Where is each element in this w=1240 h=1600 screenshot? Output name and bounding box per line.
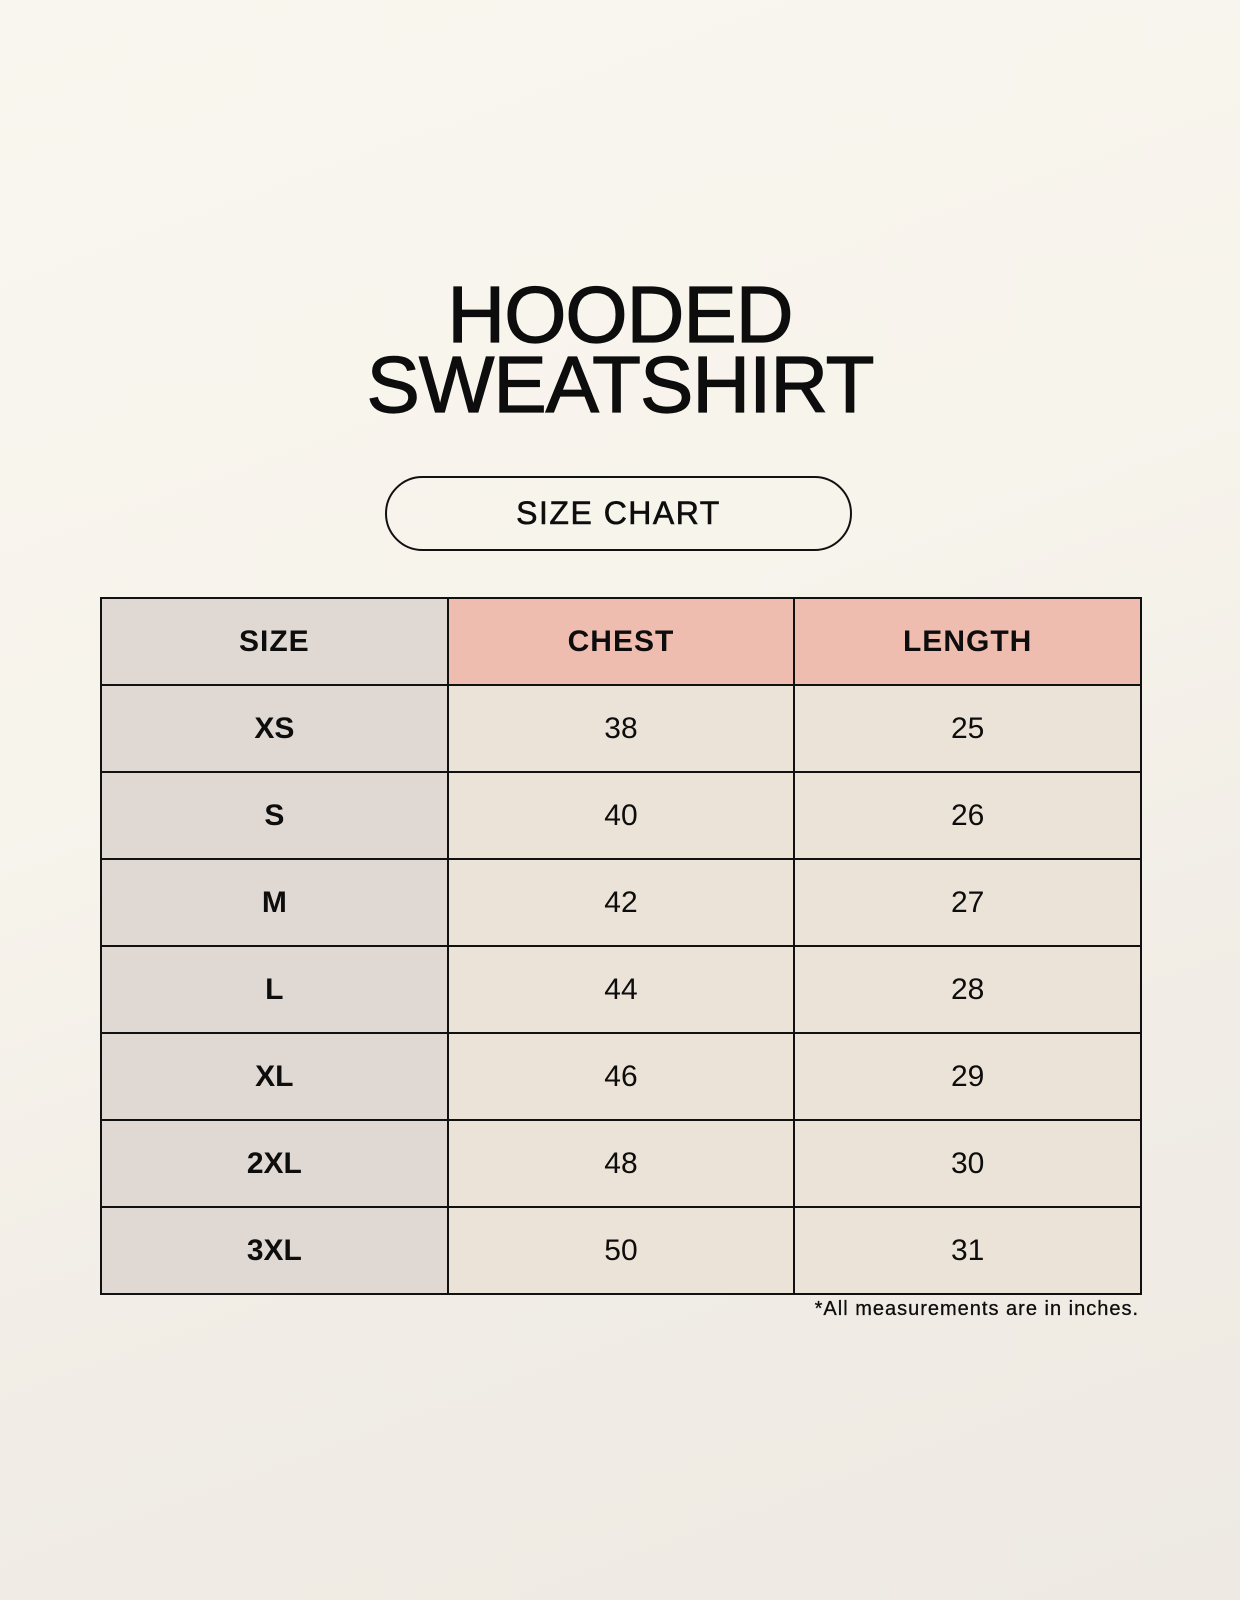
chest-cell: 50	[446, 1206, 796, 1295]
length-cell: 30	[793, 1119, 1142, 1208]
table-header-row: SIZE CHEST LENGTH	[100, 597, 1142, 686]
table-row: M 42 27	[100, 858, 1142, 947]
table-row: XS 38 25	[100, 684, 1142, 773]
size-cell: XL	[100, 1032, 449, 1121]
header-size: SIZE	[100, 597, 449, 686]
table-row: 2XL 48 30	[100, 1119, 1142, 1208]
chest-cell: 38	[446, 684, 796, 773]
chest-cell: 44	[446, 945, 796, 1034]
length-cell: 25	[793, 684, 1142, 773]
header-length: LENGTH	[793, 597, 1142, 686]
size-table: SIZE CHEST LENGTH XS 38 25 S 40 26 M 42 27 L 44 28 X…	[100, 597, 1142, 1295]
size-cell: 2XL	[100, 1119, 449, 1208]
chest-cell: 42	[446, 858, 796, 947]
table-row: L 44 28	[100, 945, 1142, 1034]
length-cell: 27	[793, 858, 1142, 947]
size-cell: M	[100, 858, 449, 947]
title-line-2: SWEATSHIRT	[366, 340, 875, 429]
chest-cell: 48	[446, 1119, 796, 1208]
chest-cell: 40	[446, 771, 796, 860]
size-cell: S	[100, 771, 449, 860]
page-title: HOODED SWEATSHIRT	[0, 270, 1240, 429]
table-row: S 40 26	[100, 771, 1142, 860]
chest-cell: 46	[446, 1032, 796, 1121]
size-cell: 3XL	[100, 1206, 449, 1295]
title-line-1: HOODED	[447, 270, 794, 359]
size-cell: L	[100, 945, 449, 1034]
length-cell: 31	[793, 1206, 1142, 1295]
footnote: *All measurements are in inches.	[814, 1298, 1139, 1320]
header-chest: CHEST	[446, 597, 796, 686]
table-row: 3XL 50 31	[100, 1206, 1142, 1295]
length-cell: 26	[793, 771, 1142, 860]
size-chart-badge: SIZE CHART	[385, 476, 852, 551]
size-cell: XS	[100, 684, 449, 773]
length-cell: 29	[793, 1032, 1142, 1121]
table-row: XL 46 29	[100, 1032, 1142, 1121]
length-cell: 28	[793, 945, 1142, 1034]
